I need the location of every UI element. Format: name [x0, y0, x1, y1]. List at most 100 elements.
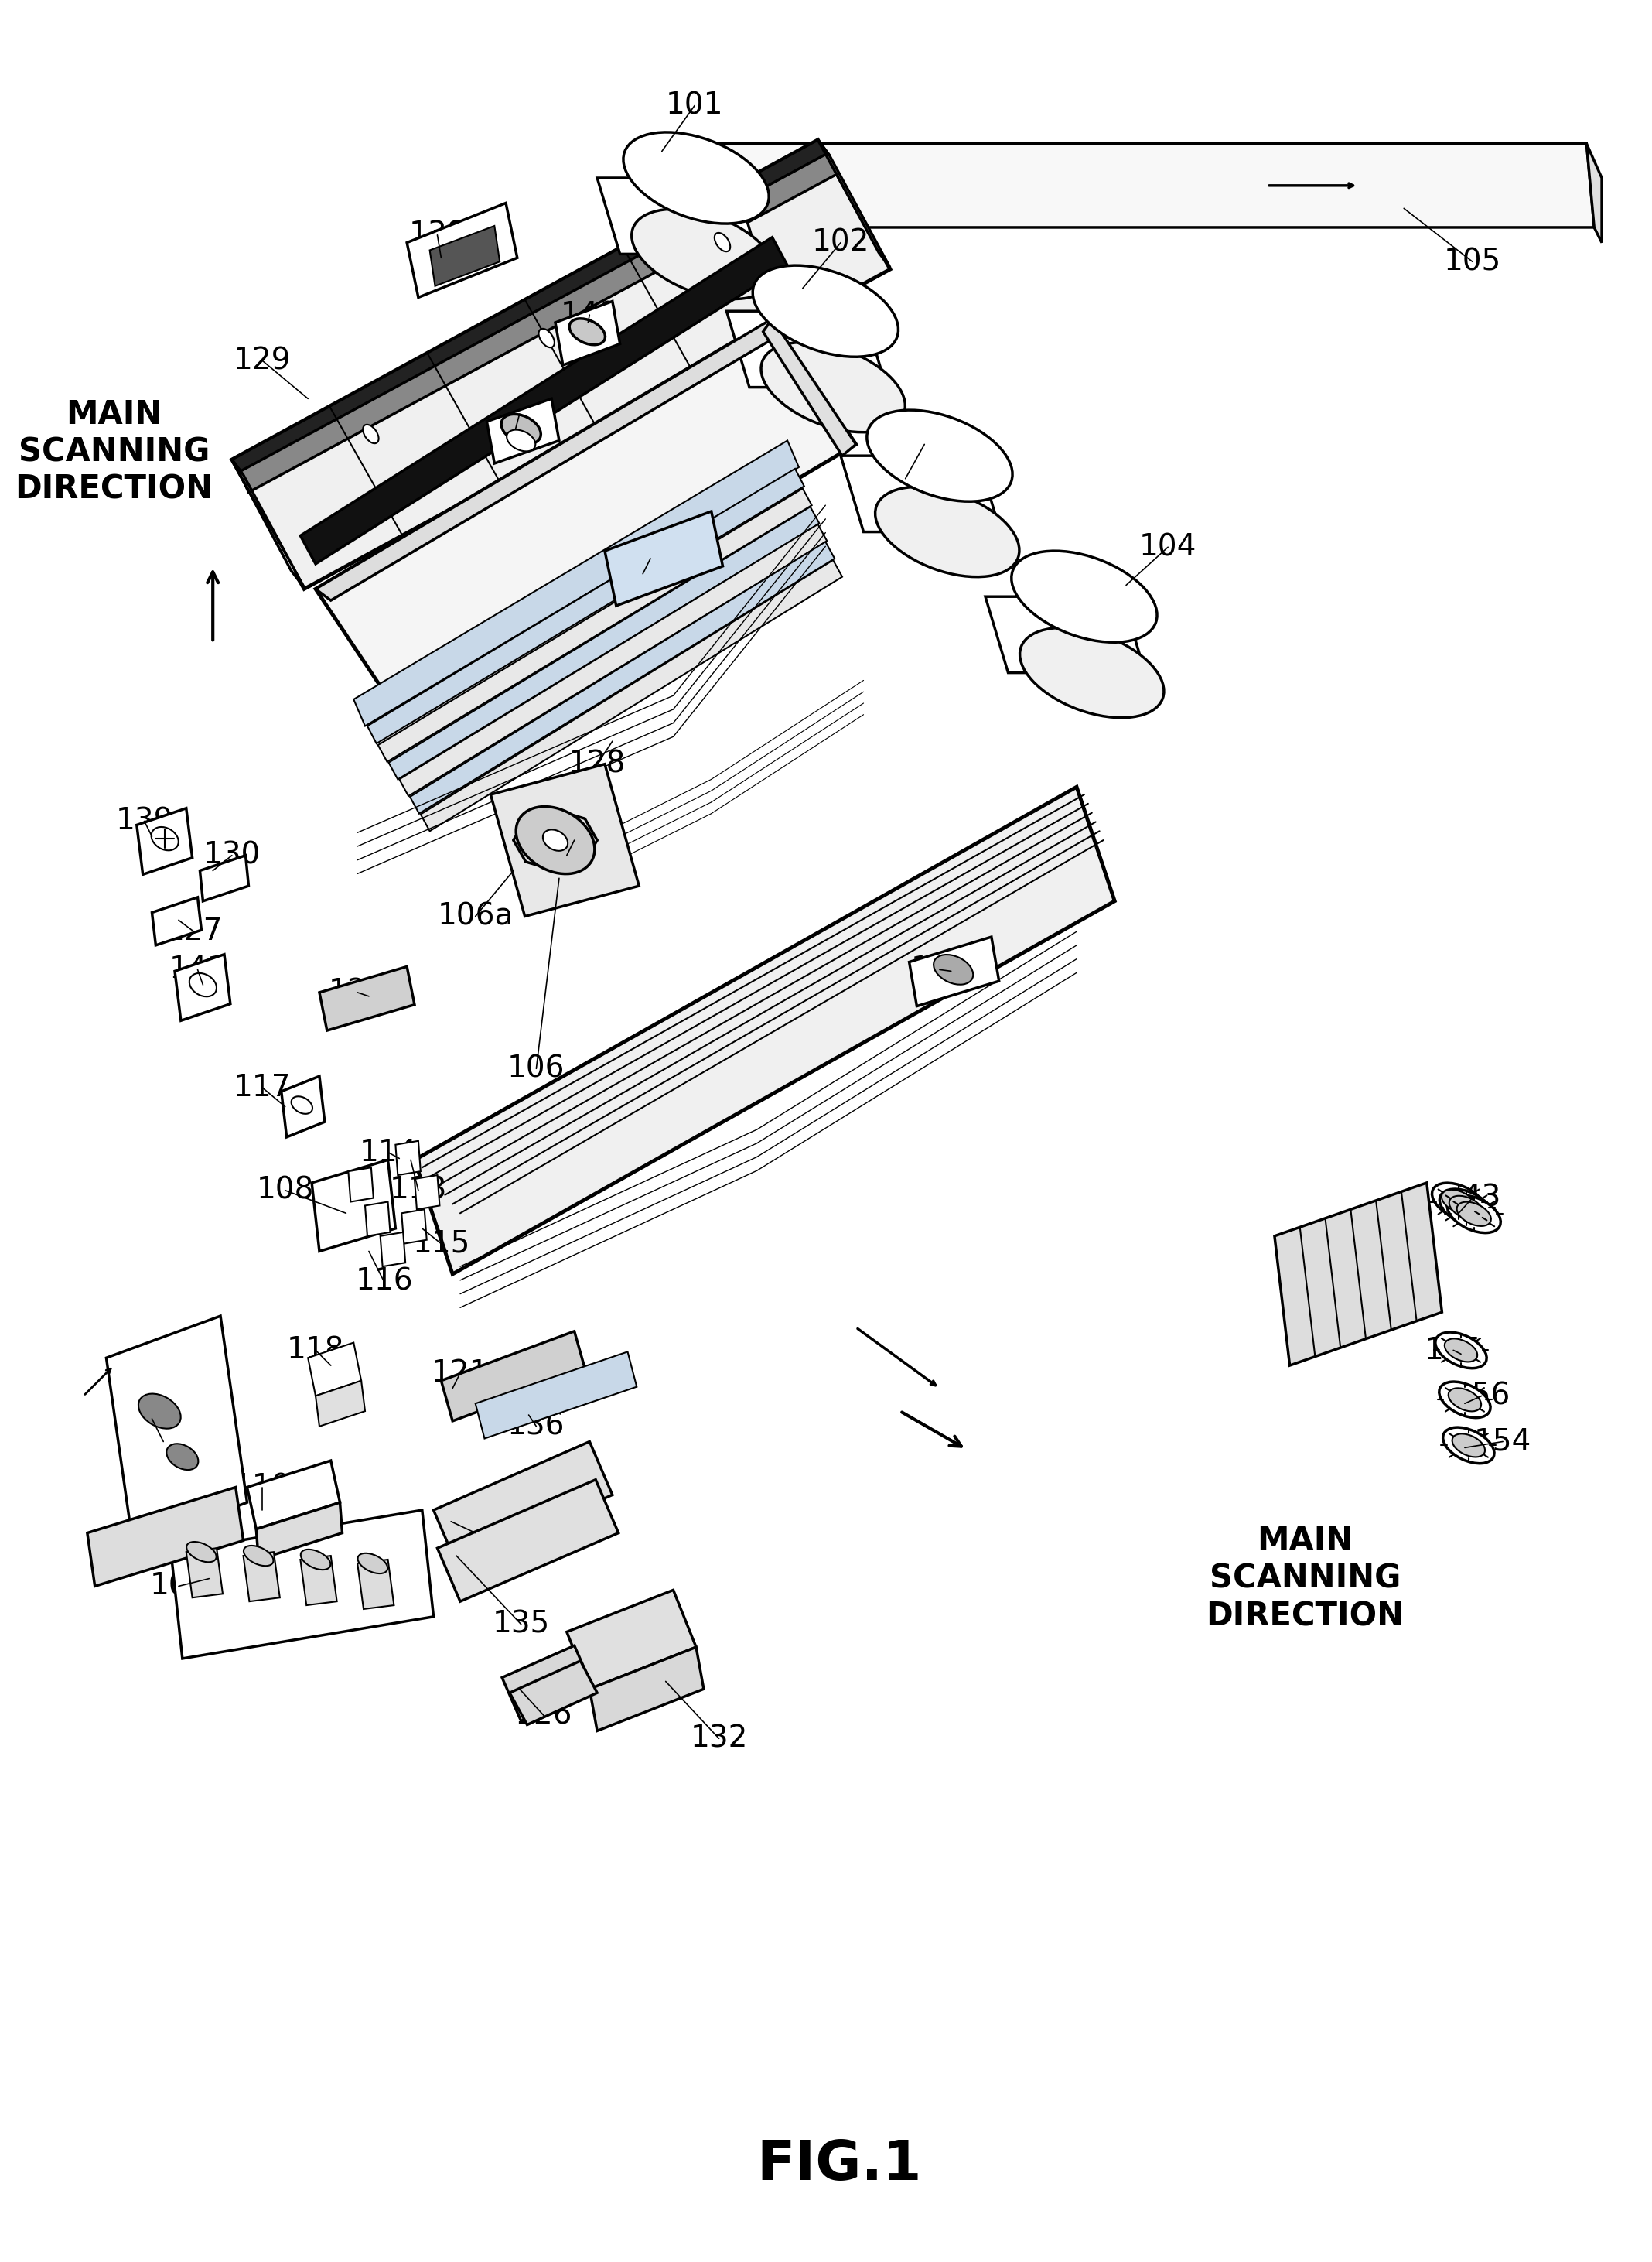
Polygon shape: [106, 1316, 248, 1545]
Polygon shape: [567, 1590, 695, 1690]
Polygon shape: [388, 507, 819, 780]
Ellipse shape: [187, 1543, 216, 1563]
Ellipse shape: [1439, 1190, 1493, 1226]
Ellipse shape: [358, 1554, 388, 1574]
Text: 135: 135: [492, 1611, 550, 1640]
Polygon shape: [763, 319, 856, 455]
Polygon shape: [152, 898, 202, 946]
Polygon shape: [438, 1479, 618, 1601]
Ellipse shape: [623, 131, 768, 224]
Ellipse shape: [1449, 1197, 1483, 1219]
Text: 130: 130: [203, 841, 261, 871]
Text: 103: 103: [895, 430, 953, 459]
Polygon shape: [319, 966, 415, 1031]
Polygon shape: [410, 543, 834, 814]
Polygon shape: [187, 1547, 223, 1597]
Ellipse shape: [1449, 1389, 1482, 1411]
Polygon shape: [248, 1461, 340, 1529]
Text: 124: 124: [615, 559, 672, 588]
Polygon shape: [605, 511, 722, 606]
Ellipse shape: [515, 808, 595, 873]
Polygon shape: [301, 238, 788, 563]
Polygon shape: [175, 955, 230, 1020]
Text: 107: 107: [124, 1405, 180, 1434]
Text: 102: 102: [811, 228, 869, 258]
Polygon shape: [1586, 145, 1602, 242]
Text: 113: 113: [390, 1176, 448, 1206]
Polygon shape: [909, 936, 999, 1007]
Ellipse shape: [1019, 629, 1165, 717]
Polygon shape: [476, 1353, 636, 1439]
Text: 121: 121: [431, 1359, 489, 1389]
Polygon shape: [349, 1167, 373, 1201]
Text: MAIN
SCANNING
DIRECTION: MAIN SCANNING DIRECTION: [15, 398, 213, 507]
Polygon shape: [1274, 1183, 1442, 1366]
Text: 155: 155: [1424, 1335, 1482, 1364]
Ellipse shape: [539, 328, 555, 348]
Ellipse shape: [1436, 1332, 1487, 1369]
Polygon shape: [502, 1644, 593, 1721]
Polygon shape: [88, 1486, 243, 1586]
Ellipse shape: [363, 425, 378, 443]
Polygon shape: [367, 468, 805, 744]
Text: 118: 118: [287, 1335, 344, 1364]
Polygon shape: [170, 1511, 433, 1658]
Text: 128: 128: [568, 749, 626, 778]
Text: MAIN
SCANNING
DIRECTION: MAIN SCANNING DIRECTION: [1206, 1525, 1404, 1633]
Polygon shape: [441, 1332, 586, 1421]
Polygon shape: [354, 441, 800, 726]
Text: 106: 106: [507, 1054, 565, 1083]
Polygon shape: [137, 808, 192, 875]
Text: 143: 143: [1444, 1183, 1502, 1212]
Polygon shape: [406, 204, 517, 296]
Polygon shape: [433, 1441, 613, 1563]
Ellipse shape: [1444, 1339, 1477, 1362]
Polygon shape: [312, 1160, 395, 1251]
Ellipse shape: [301, 1549, 330, 1570]
Polygon shape: [590, 1647, 704, 1730]
Text: FIG.1: FIG.1: [757, 2138, 922, 2192]
Text: 105: 105: [1444, 247, 1502, 276]
Ellipse shape: [933, 955, 973, 984]
Polygon shape: [985, 597, 1145, 672]
Ellipse shape: [152, 828, 178, 851]
Text: 138: 138: [408, 219, 466, 249]
Polygon shape: [256, 1502, 342, 1559]
Polygon shape: [231, 140, 829, 475]
Text: 120: 120: [329, 977, 387, 1007]
Text: 133: 133: [910, 955, 968, 984]
Ellipse shape: [762, 342, 905, 432]
Text: 106b: 106b: [535, 826, 613, 855]
Polygon shape: [510, 1660, 596, 1724]
Polygon shape: [243, 1552, 279, 1601]
Ellipse shape: [544, 830, 568, 851]
Ellipse shape: [753, 265, 899, 357]
Polygon shape: [316, 1380, 365, 1427]
Text: 139: 139: [116, 808, 173, 837]
Ellipse shape: [867, 409, 1013, 502]
Polygon shape: [301, 1556, 337, 1606]
Ellipse shape: [243, 1545, 274, 1565]
Ellipse shape: [1452, 1434, 1485, 1457]
Polygon shape: [818, 140, 890, 267]
Ellipse shape: [1439, 1382, 1490, 1418]
Polygon shape: [695, 145, 1594, 228]
Polygon shape: [307, 1344, 362, 1396]
Text: 141: 141: [169, 955, 226, 984]
Ellipse shape: [714, 233, 730, 251]
Text: 136: 136: [507, 1411, 565, 1441]
Ellipse shape: [139, 1393, 180, 1430]
Polygon shape: [357, 1559, 393, 1608]
Polygon shape: [316, 319, 788, 599]
Polygon shape: [727, 312, 887, 387]
Polygon shape: [415, 1176, 439, 1210]
Polygon shape: [596, 179, 757, 253]
Ellipse shape: [876, 486, 1019, 577]
Text: 116: 116: [355, 1267, 413, 1296]
Polygon shape: [378, 489, 811, 762]
Ellipse shape: [1011, 552, 1156, 642]
Text: 110: 110: [233, 1473, 291, 1502]
Text: 140: 140: [560, 301, 618, 330]
Polygon shape: [430, 226, 501, 285]
Ellipse shape: [291, 1097, 312, 1113]
